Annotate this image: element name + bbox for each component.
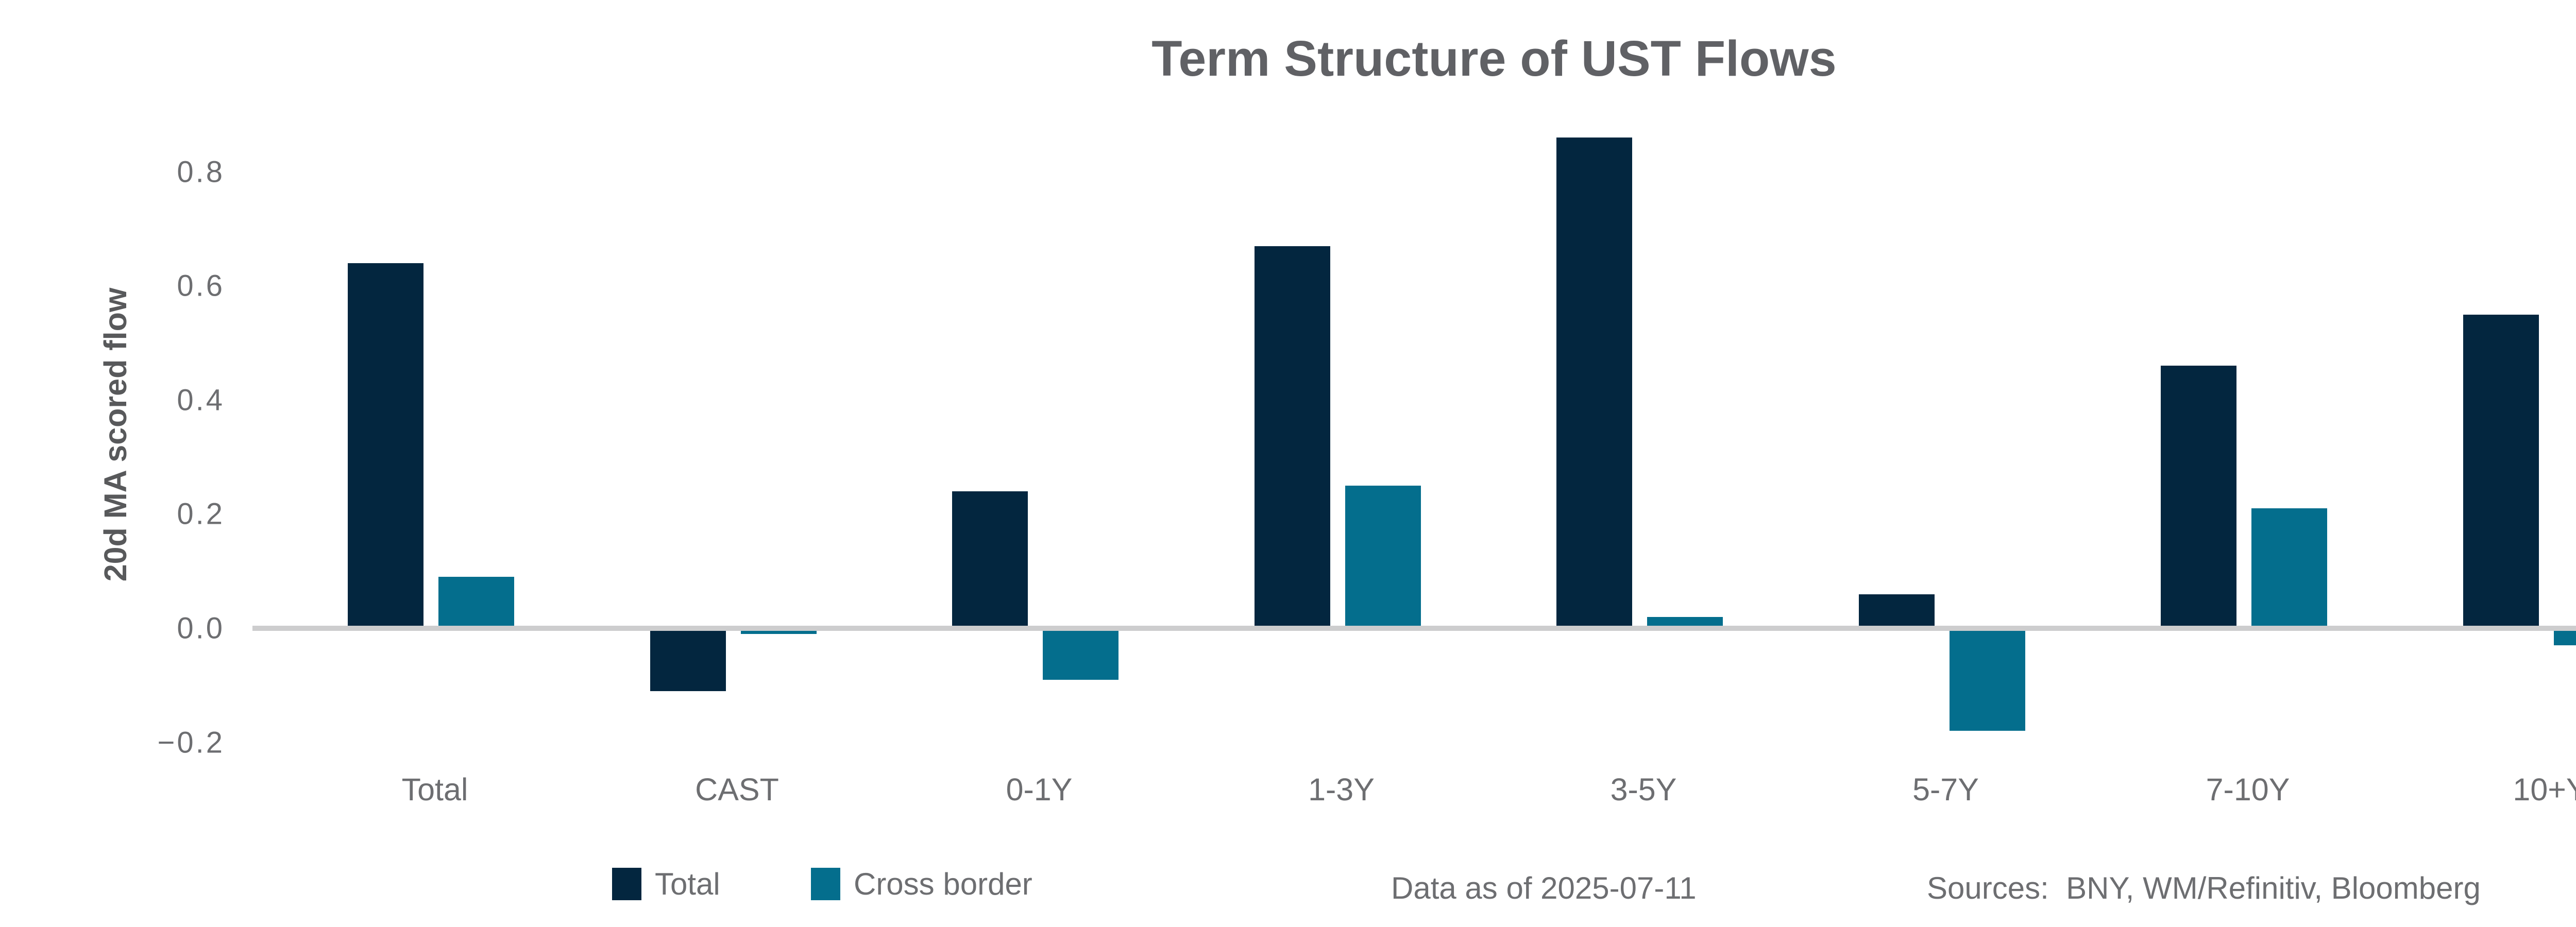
bar-total-total (348, 263, 423, 628)
x-category-label-1-3y: 1-3Y (1308, 772, 1375, 807)
x-category-label-7-10y: 7-10Y (2206, 772, 2290, 807)
zero-baseline (252, 626, 2576, 631)
bar-cross-border-total (438, 577, 514, 628)
y-tick-label-0.6: 0.6 (177, 269, 225, 303)
footer-row: Total Cross border Data as of 2025-07-11… (0, 864, 2576, 905)
bar-total-5-7y (1858, 594, 1935, 628)
y-tick-label-0: 0.0 (177, 611, 225, 645)
sources-note: Sources: BNY, WM/Refinitiv, Bloomberg (1927, 871, 2481, 905)
bar-total-0-1y (952, 491, 1028, 628)
bar-cross-border-3-5y (1647, 616, 1723, 628)
bar-cross-border-5-7y (1949, 628, 2025, 731)
x-category-label-0-1y: 0-1Y (1006, 772, 1073, 807)
bar-cross-border-1-3y (1345, 486, 1421, 628)
y-tick-label-0.8: 0.8 (177, 155, 225, 189)
chart-title: Term Structure of UST Flows (1151, 30, 1837, 87)
bar-total-7-10y (2161, 366, 2236, 628)
bar-total-3-5y (1556, 138, 1632, 628)
x-category-label-10+y: 10+Y (2513, 772, 2576, 807)
legend-label-cross-border: Cross border (854, 867, 1032, 901)
bar-cross-border-7-10y (2251, 508, 2327, 628)
chart-title-container: Term Structure of UST Flows (252, 30, 2576, 88)
legend-swatch-cross-border (811, 868, 840, 900)
x-category-label-cast: CAST (695, 772, 779, 807)
y-tick-label-0.2: 0.2 (177, 497, 225, 531)
legend-swatch-total (612, 868, 641, 900)
data-as-of-note: Data as of 2025-07-11 (1391, 871, 1697, 905)
legend-label-total: Total (655, 867, 720, 901)
legend-item-total: Total (612, 866, 720, 902)
x-category-label-3-5y: 3-5Y (1610, 772, 1677, 807)
x-category-label-5-7y: 5-7Y (1912, 772, 1979, 807)
bar-cross-border-cast (740, 628, 817, 634)
bar-total-1-3y (1254, 246, 1330, 628)
bar-cross-border-0-1y (1043, 628, 1118, 680)
bar-cross-border-10+y (2553, 628, 2576, 646)
y-tick-label--0.2: −0.2 (157, 726, 225, 760)
bar-total-10+y (2463, 314, 2539, 628)
x-category-label-total: Total (401, 772, 468, 807)
legend-item-cross-border: Cross border (811, 866, 1032, 902)
bar-total-cast (650, 628, 726, 691)
y-tick-label-0.4: 0.4 (177, 383, 225, 417)
